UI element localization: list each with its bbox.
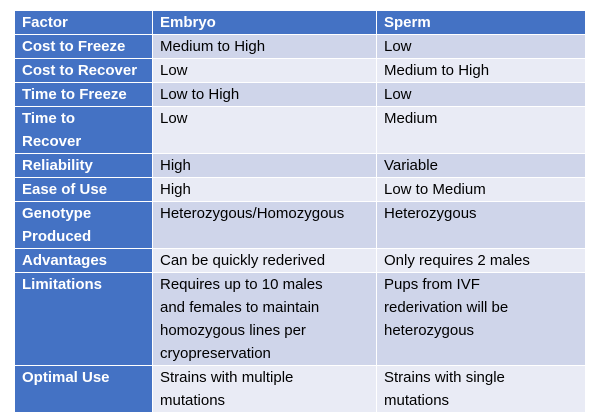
cell-sperm: Pups from IVF rederivation will be heteroz… — [376, 272, 586, 366]
cell-text-line: Low — [160, 62, 188, 79]
cell-text-line: Medium — [384, 110, 438, 127]
cell-text-line: mutations — [384, 392, 450, 409]
cell-text-line: Time to Freeze — [22, 86, 127, 103]
cell-sperm: Variable — [376, 153, 586, 178]
cell-embryo: Requires up to 10 males and females to ma… — [152, 272, 377, 366]
cell-text-line: homozygous lines per — [160, 322, 306, 339]
cell-text-line: Cost to Recover — [22, 62, 138, 79]
cell-text-line: Low to Medium — [384, 181, 486, 198]
cell-embryo: Low — [152, 58, 377, 83]
header-factor: Factor — [14, 10, 153, 35]
cell-text-line: Time to — [22, 110, 76, 127]
cell-text-line: Low — [160, 110, 188, 127]
cell-factor: Genotype Produced — [14, 201, 153, 249]
cell-text-line: Ease of Use — [22, 181, 108, 198]
cell-text-line: Strains with single — [384, 369, 505, 386]
cell-text-line: High — [160, 181, 191, 198]
cell-factor: Cost to Recover — [14, 58, 153, 83]
cell-factor: Ease of Use — [14, 177, 153, 202]
cell-sperm: Strains with single mutations — [376, 365, 586, 413]
table-body: Cost to Freeze Medium to High Low Cost to R… — [14, 34, 586, 413]
cell-embryo: Low — [152, 106, 377, 154]
cell-embryo: Low to High — [152, 82, 377, 107]
cell-text-line: Recover — [22, 133, 82, 150]
cell-text-line: cryopreservation — [160, 345, 271, 362]
cell-text-line: Heterozygous — [384, 205, 477, 222]
cell-sperm: Heterozygous — [376, 201, 586, 249]
table-row: Limitations Requires up to 10 males and fe… — [14, 272, 586, 366]
cell-factor: Optimal Use — [14, 365, 153, 413]
cell-text-line: Genotype — [22, 205, 92, 222]
comparison-table: Factor Embryo Sperm Cost to Freeze Medium… — [14, 10, 586, 413]
table-row: Ease of Use High Low to Medium — [14, 177, 586, 202]
cell-sperm: Low to Medium — [376, 177, 586, 202]
cell-factor: Advantages — [14, 248, 153, 273]
cell-text-line: High — [160, 157, 191, 174]
cell-text-line: Can be quickly rederived — [160, 252, 326, 269]
cell-factor: Limitations — [14, 272, 153, 366]
cell-text-line: and females to maintain — [160, 299, 320, 316]
cell-text-line: Strains with multiple — [160, 369, 294, 386]
cell-text-line: Low — [384, 38, 412, 55]
table-header-row: Factor Embryo Sperm — [14, 10, 586, 35]
table-row: Optimal Use Strains with multiple mutation… — [14, 365, 586, 413]
header-sperm: Sperm — [376, 10, 586, 35]
cell-sperm: Low — [376, 82, 586, 107]
cell-text-line: Low — [384, 86, 412, 103]
cell-factor: Time to Recover — [14, 106, 153, 154]
cell-text-line: Cost to Freeze — [22, 38, 126, 55]
cell-embryo: Can be quickly rederived — [152, 248, 377, 273]
cell-embryo: Heterozygous/Homozygous — [152, 201, 377, 249]
cell-text-line: Low to High — [160, 86, 240, 103]
header-embryo: Embryo — [152, 10, 377, 35]
cell-text-line: rederivation will be — [384, 299, 509, 316]
table-row: Cost to Freeze Medium to High Low — [14, 34, 586, 59]
cell-factor: Reliability — [14, 153, 153, 178]
cell-text-line: mutations — [160, 392, 226, 409]
cell-text-line: Optimal Use — [22, 369, 110, 386]
cell-embryo: High — [152, 153, 377, 178]
cell-embryo: Medium to High — [152, 34, 377, 59]
cell-text-line: Reliability — [22, 157, 93, 174]
cell-text-line: Requires up to 10 males — [160, 276, 323, 293]
cell-text-line: Only requires 2 males — [384, 252, 530, 269]
table-row: Reliability High Variable — [14, 153, 586, 178]
table-row: Time to Recover Low Medium — [14, 106, 586, 154]
cell-text-line: Pups from IVF — [384, 276, 480, 293]
cell-embryo: High — [152, 177, 377, 202]
cell-text-line: Advantages — [22, 252, 108, 269]
cell-text-line: Variable — [384, 157, 438, 174]
table-row: Advantages Can be quickly rederived Only r… — [14, 248, 586, 273]
cell-sperm: Only requires 2 males — [376, 248, 586, 273]
cell-sperm: Medium to High — [376, 58, 586, 83]
table-row: Cost to Recover Low Medium to High — [14, 58, 586, 83]
cell-factor: Time to Freeze — [14, 82, 153, 107]
table-row: Genotype Produced Heterozygous/Homozygous H… — [14, 201, 586, 249]
cell-sperm: Medium — [376, 106, 586, 154]
cell-text-line: Heterozygous/Homozygous — [160, 205, 345, 222]
cell-sperm: Low — [376, 34, 586, 59]
cell-embryo: Strains with multiple mutations — [152, 365, 377, 413]
cell-text-line: Medium to High — [384, 62, 490, 79]
table-row: Time to Freeze Low to High Low — [14, 82, 586, 107]
cell-text-line: heterozygous — [384, 322, 475, 339]
cell-text-line: Limitations — [22, 276, 103, 293]
cell-text-line: Produced — [22, 228, 92, 245]
cell-text-line: Medium to High — [160, 38, 266, 55]
cell-factor: Cost to Freeze — [14, 34, 153, 59]
